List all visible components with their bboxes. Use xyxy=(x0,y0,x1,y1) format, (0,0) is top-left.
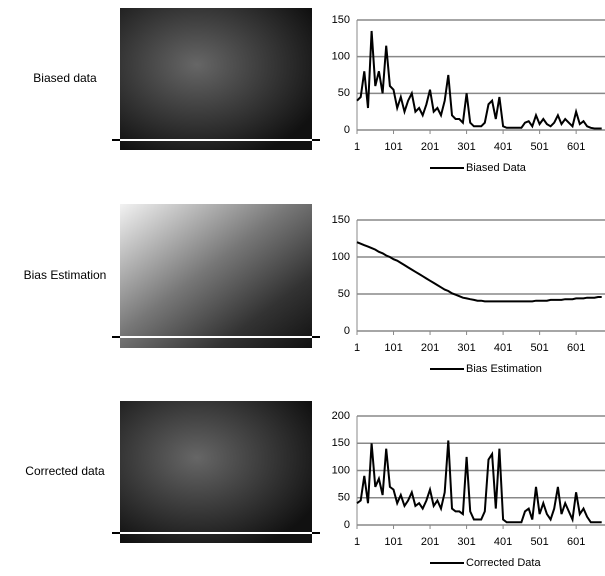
x-tick-label: 1 xyxy=(354,536,360,548)
x-tick-label: 601 xyxy=(567,342,585,354)
x-tick-label: 401 xyxy=(494,342,512,354)
image-bias xyxy=(112,204,320,348)
x-tick-label: 401 xyxy=(494,536,512,548)
data-line xyxy=(356,30,602,130)
y-tick-label: 200 xyxy=(332,410,350,422)
image-corrected xyxy=(112,401,320,543)
y-tick-label: 150 xyxy=(332,14,350,26)
x-tick-label: 1 xyxy=(354,342,360,354)
x-tick-label: 101 xyxy=(384,536,402,548)
x-tick-label: 601 xyxy=(567,536,585,548)
y-tick-label: 0 xyxy=(344,519,350,531)
x-tick-label: 401 xyxy=(494,141,512,153)
x-tick-label: 101 xyxy=(384,342,402,354)
y-tick-label: 0 xyxy=(344,124,350,136)
y-tick-label: 150 xyxy=(332,437,350,449)
x-tick-label: 201 xyxy=(421,536,439,548)
y-tick-label: 100 xyxy=(332,464,350,476)
y-tick-label: 150 xyxy=(332,214,350,226)
y-tick-label: 50 xyxy=(338,87,350,99)
y-tick-label: 100 xyxy=(332,51,350,63)
x-tick-label: 501 xyxy=(530,536,548,548)
legend-label: Bias Estimation xyxy=(466,363,542,375)
data-line xyxy=(356,440,602,524)
x-tick-label: 601 xyxy=(567,141,585,153)
x-tick-label: 301 xyxy=(457,536,475,548)
legend-label: Biased Data xyxy=(466,162,527,174)
image-biased xyxy=(112,8,320,150)
row-label: Biased data xyxy=(33,71,97,85)
x-tick-label: 1 xyxy=(354,141,360,153)
data-line xyxy=(356,241,602,303)
x-tick-label: 501 xyxy=(530,141,548,153)
x-tick-label: 201 xyxy=(421,141,439,153)
legend-label: Corrected Data xyxy=(466,557,541,569)
y-tick-label: 50 xyxy=(338,492,350,504)
x-tick-label: 301 xyxy=(457,141,475,153)
y-tick-label: 50 xyxy=(338,288,350,300)
y-tick-label: 0 xyxy=(344,325,350,337)
x-tick-label: 101 xyxy=(384,141,402,153)
row-label: Corrected data xyxy=(25,464,105,478)
row-label: Bias Estimation xyxy=(24,268,107,282)
x-tick-label: 301 xyxy=(457,342,475,354)
x-tick-label: 201 xyxy=(421,342,439,354)
x-tick-label: 501 xyxy=(530,342,548,354)
y-tick-label: 100 xyxy=(332,251,350,263)
